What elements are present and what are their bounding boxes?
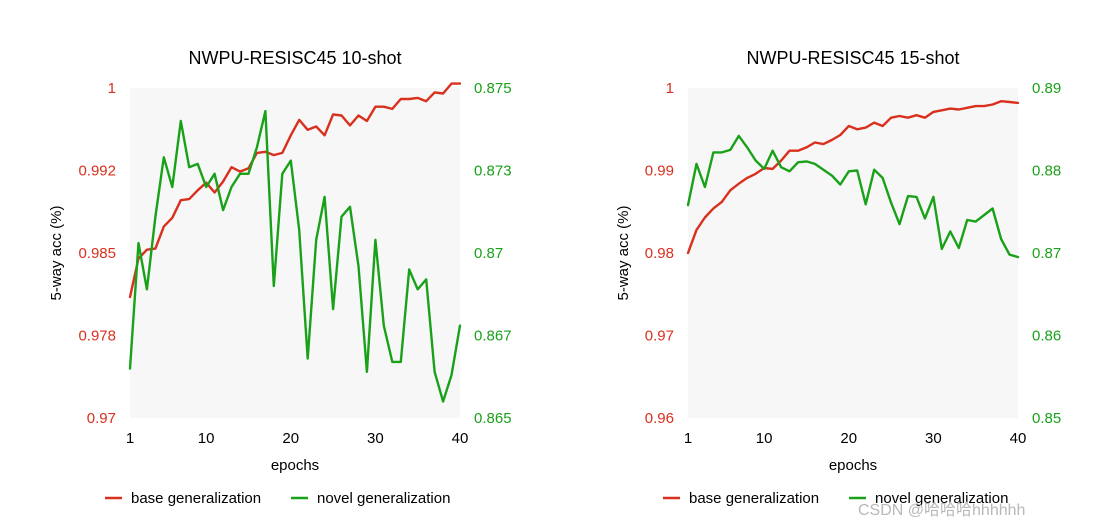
- chart-title: NWPU-RESISC45 15-shot: [746, 48, 959, 68]
- series-lines: [686, 99, 1020, 259]
- y-axis-label: 5-way acc (%): [615, 205, 632, 300]
- x-tick-label: 20: [840, 430, 857, 447]
- left-y-tick-label: 0.96: [645, 410, 674, 427]
- left-y-tick-label: 1: [108, 80, 116, 97]
- x-tick-label: 30: [925, 430, 942, 447]
- right-y-tick-label: 0.873: [474, 163, 512, 180]
- x-tick-label: 40: [1010, 430, 1027, 447]
- chart-title: NWPU-RESISC45 10-shot: [188, 48, 401, 68]
- series-lines: [128, 82, 462, 403]
- legend: base generalization novel generalization: [105, 490, 450, 507]
- x-axis-label: epochs: [829, 457, 877, 474]
- series-line-novel: [128, 109, 462, 403]
- right-y-tick-label: 0.89: [1032, 80, 1061, 97]
- legend-label-novel: novel generalization: [875, 490, 1008, 507]
- x-tick-label: 30: [367, 430, 384, 447]
- right-y-tick-label: 0.87: [474, 245, 503, 262]
- right-y-tick-label: 0.875: [474, 80, 512, 97]
- y-axis-label: 5-way acc (%): [48, 205, 65, 300]
- series-line-base: [128, 82, 462, 299]
- right-y-tick-labels: 0.85 0.86 0.87 0.88 0.89: [1032, 80, 1061, 427]
- x-axis-label: epochs: [271, 457, 319, 474]
- left-y-tick-label: 0.97: [645, 328, 674, 345]
- left-y-tick-label: 0.978: [78, 328, 116, 345]
- left-y-tick-label: 1: [666, 80, 674, 97]
- left-y-tick-labels: 0.97 0.978 0.985 0.992 1: [78, 80, 116, 427]
- legend-label-base: base generalization: [131, 490, 261, 507]
- chart-panel-15-shot: NWPU-RESISC45 15-shot epochs 5-way acc (…: [615, 48, 1061, 507]
- left-y-tick-label: 0.99: [645, 163, 674, 180]
- x-tick-label: 10: [198, 430, 215, 447]
- right-y-tick-label: 0.86: [1032, 328, 1061, 345]
- left-y-tick-label: 0.992: [78, 163, 116, 180]
- watermark-text: CSDN @哈哈哈hhhhhh: [858, 502, 1026, 519]
- x-tick-label: 40: [452, 430, 469, 447]
- legend-label-novel: novel generalization: [317, 490, 450, 507]
- right-y-tick-label: 0.85: [1032, 410, 1061, 427]
- left-y-tick-labels: 0.96 0.97 0.98 0.99 1: [645, 80, 674, 427]
- right-y-tick-labels: 0.865 0.867 0.87 0.873 0.875: [474, 80, 512, 427]
- left-y-tick-label: 0.97: [87, 410, 116, 427]
- legend-label-base: base generalization: [689, 490, 819, 507]
- series-line-base: [686, 99, 1020, 255]
- right-y-tick-label: 0.867: [474, 328, 512, 345]
- left-y-tick-label: 0.985: [78, 245, 116, 262]
- x-tick-label: 1: [126, 430, 134, 447]
- left-y-tick-label: 0.98: [645, 245, 674, 262]
- series-line-novel: [686, 134, 1020, 259]
- x-tick-label: 20: [282, 430, 299, 447]
- right-y-tick-label: 0.87: [1032, 245, 1061, 262]
- x-tick-label: 1: [684, 430, 692, 447]
- legend: base generalization novel generalization: [663, 490, 1008, 507]
- x-tick-labels: 1 10 20 30 40: [684, 430, 1027, 447]
- x-tick-labels: 1 10 20 30 40: [126, 430, 469, 447]
- chart-panel-10-shot: NWPU-RESISC45 10-shot epochs 5-way acc (…: [48, 48, 512, 507]
- x-tick-label: 10: [756, 430, 773, 447]
- right-y-tick-label: 0.865: [474, 410, 512, 427]
- right-y-tick-label: 0.88: [1032, 163, 1061, 180]
